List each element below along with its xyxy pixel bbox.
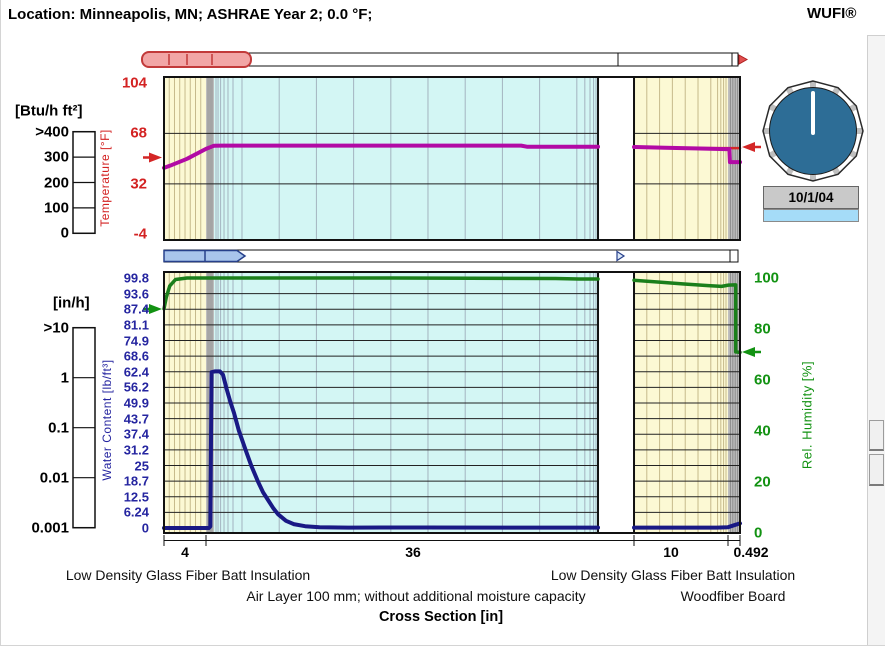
heat-flux-unit-label: [Btu/h ft²] bbox=[15, 102, 83, 120]
mini-scale-bar bbox=[72, 326, 96, 529]
water-content-profile bbox=[162, 369, 601, 530]
temperature-tick-label: 104 bbox=[121, 74, 147, 92]
current-date-display: 10/1/04 bbox=[763, 186, 859, 209]
water-content-tick-label: 25 bbox=[134, 458, 149, 473]
rel-humidity-tick-label: 80 bbox=[754, 320, 771, 338]
cross-section-dimension-line bbox=[163, 535, 741, 546]
temperature-profile bbox=[632, 145, 742, 165]
rel-humidity-tick-label: 60 bbox=[754, 371, 771, 389]
scroll-button-up[interactable] bbox=[869, 420, 884, 451]
humidity-left-marker-arrow bbox=[143, 304, 162, 314]
profile-slider-red[interactable] bbox=[141, 51, 749, 68]
rel-humidity-tick-label: 100 bbox=[754, 269, 780, 287]
water-content-tick-label: 6.24 bbox=[123, 504, 149, 520]
water-content-tick-label: 12.5 bbox=[123, 489, 149, 505]
relative-humidity-profile bbox=[632, 278, 742, 355]
water-content-tick-label: 68.6 bbox=[123, 348, 149, 364]
time-clock-dial[interactable] bbox=[762, 80, 864, 182]
moisture-flux-tick-label: 0.001 bbox=[31, 519, 69, 537]
time-progress-strip bbox=[763, 209, 859, 222]
temperature-tick-label: 32 bbox=[130, 175, 147, 193]
temperature-tick-label: -4 bbox=[133, 225, 147, 243]
slider-end-arrow-icon bbox=[738, 54, 749, 65]
water-content-tick-label: 49.9 bbox=[123, 395, 149, 411]
slider-position-marker-icon bbox=[616, 250, 626, 262]
water-content-profile bbox=[632, 521, 742, 530]
water-content-tick-label: 81.1 bbox=[123, 317, 149, 333]
layer-thickness-label: 0.492 bbox=[733, 544, 769, 560]
wufi-brand-logo: WUFI® bbox=[807, 5, 857, 22]
layer-name-insulation-right: Low Density Glass Fiber Batt Insulation bbox=[550, 567, 796, 583]
rel-humidity-axis-title: Rel. Humidity [%] bbox=[799, 360, 815, 470]
water-content-tick-label: 31.2 bbox=[123, 442, 149, 458]
heat-flux-tick-label: 200 bbox=[43, 174, 69, 191]
panel-moisture bbox=[162, 271, 742, 534]
profile-slider-blue[interactable] bbox=[163, 249, 739, 263]
water-content-tick-label: 99.8 bbox=[123, 270, 149, 286]
layer-thickness-label: 4 bbox=[181, 544, 189, 560]
heat-flux-tick-label: 100 bbox=[43, 199, 69, 217]
layer-thickness-label: 36 bbox=[405, 544, 421, 560]
water-content-tick-label: 56.2 bbox=[123, 379, 149, 395]
rel-humidity-tick-label: 40 bbox=[754, 422, 771, 440]
moisture-flux-tick-label: 0.1 bbox=[48, 419, 69, 437]
temperature-profile bbox=[162, 143, 601, 170]
water-content-tick-label: 62.4 bbox=[123, 364, 149, 380]
panel-temperature bbox=[162, 76, 742, 241]
temperature-right-marker-arrow bbox=[742, 142, 761, 152]
cross-section-axis-title: Cross Section [in] bbox=[378, 609, 504, 625]
layer-name-insulation-left: Low Density Glass Fiber Batt Insulation bbox=[65, 567, 311, 583]
layer-name-air-layer: Air Layer 100 mm; without additional moi… bbox=[246, 588, 586, 604]
scroll-button-down[interactable] bbox=[869, 454, 884, 486]
layer-thickness-label: 10 bbox=[663, 544, 679, 560]
water-content-tick-label: 0 bbox=[141, 520, 149, 536]
rel-humidity-tick-label: 20 bbox=[754, 473, 771, 491]
water-content-tick-label: 93.6 bbox=[123, 286, 149, 302]
heat-flux-tick-label: 300 bbox=[43, 148, 69, 166]
water-content-tick-label: 74.9 bbox=[123, 333, 149, 348]
water-content-tick-label: 43.7 bbox=[123, 411, 149, 427]
water-content-tick-label: 37.4 bbox=[123, 426, 149, 442]
moisture-flux-tick-label: 1 bbox=[60, 369, 69, 387]
moisture-flux-tick-label: 0.01 bbox=[39, 469, 69, 487]
moisture-flux-unit-label: [in/h] bbox=[53, 294, 90, 312]
temperature-tick-label: 68 bbox=[130, 124, 147, 142]
temperature-left-marker-arrow bbox=[143, 152, 162, 163]
right-scroll-panel bbox=[867, 35, 885, 645]
moisture-flux-tick-label: >10 bbox=[43, 319, 69, 337]
layer-name-woodfiber-board: Woodfiber Board bbox=[680, 588, 786, 604]
heat-flux-tick-label: >400 bbox=[35, 123, 69, 141]
rel-humidity-tick-label: 0 bbox=[754, 524, 763, 542]
water-content-tick-label: 87.4 bbox=[123, 301, 149, 317]
location-header: Location: Minneapolis, MN; ASHRAE Year 2… bbox=[8, 6, 373, 23]
mini-scale-bar bbox=[72, 130, 96, 235]
water-content-tick-label: 18.7 bbox=[123, 473, 149, 489]
heat-flux-tick-label: 0 bbox=[60, 224, 69, 242]
relative-humidity-profile bbox=[162, 276, 600, 311]
humidity-right-marker-arrow bbox=[742, 347, 761, 357]
